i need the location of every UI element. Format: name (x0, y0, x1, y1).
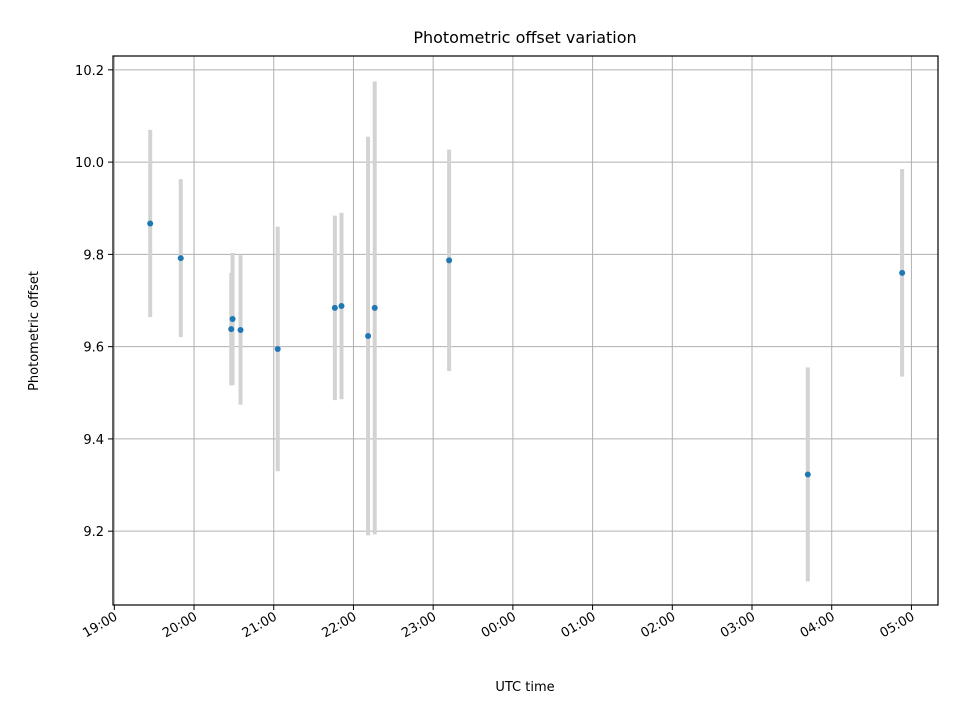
data-point (804, 471, 811, 478)
x-tick-label: 00:00 (479, 609, 519, 641)
data-point (331, 304, 338, 311)
y-tick-label: 9.2 (83, 525, 104, 540)
data-point (177, 255, 184, 262)
y-axis-label: Photometric offset (27, 271, 42, 391)
data-point (228, 326, 235, 333)
point-layer (147, 220, 906, 478)
x-tick-label: 02:00 (638, 609, 678, 641)
data-point (899, 269, 906, 276)
x-tick-label: 19:00 (80, 609, 120, 641)
errorbar-layer (148, 81, 905, 582)
grid-layer (113, 56, 938, 605)
x-tick-label: 05:00 (877, 609, 917, 641)
y-tick-label: 10.2 (75, 64, 104, 79)
x-tick-label: 21:00 (240, 609, 280, 641)
data-point (229, 315, 236, 322)
y-tick-label: 9.4 (83, 433, 104, 448)
x-tick-label: 23:00 (399, 609, 439, 641)
tick-layer: 19:00 20:00 21:00 22:00 23:00 00:00 01:00 02:00… (75, 64, 917, 641)
plot-frame (112, 55, 939, 606)
chart-title: Photometric offset variation (413, 28, 636, 47)
y-tick-label: 9.6 (83, 341, 104, 356)
x-tick-label: 22:00 (320, 609, 360, 641)
x-tick-label: 03:00 (718, 609, 758, 641)
data-point (237, 327, 244, 334)
data-point (338, 303, 345, 310)
x-axis-label: UTC time (495, 680, 554, 695)
data-point (371, 304, 378, 311)
x-tick-label: 04:00 (798, 609, 838, 641)
data-point (274, 345, 281, 352)
x-tick-label: 01:00 (559, 609, 599, 641)
y-tick-label: 10.0 (75, 156, 104, 171)
data-point (446, 257, 453, 264)
data-point (147, 220, 154, 227)
data-point (365, 333, 372, 340)
x-tick-label: 20:00 (160, 609, 200, 641)
y-tick-label: 9.8 (83, 248, 104, 263)
